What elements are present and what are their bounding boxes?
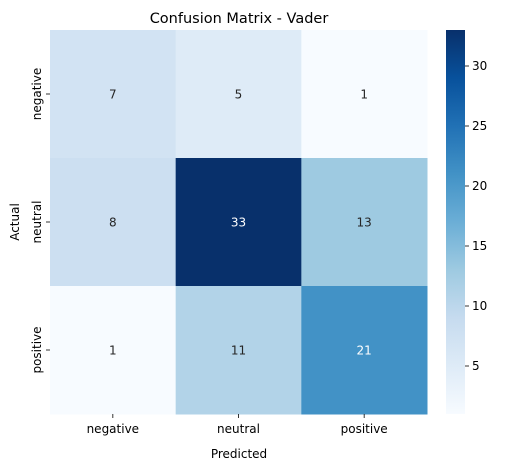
y-tick-label: positive [30, 326, 44, 373]
x-axis-ticks: negative neutral positive [87, 414, 388, 436]
cell-value-label: 8 [109, 216, 117, 230]
x-axis-label: Predicted [211, 447, 267, 461]
colorbar-tick-label: 10 [472, 299, 487, 313]
cell-value-label: 13 [357, 216, 372, 230]
cell-value-label: 33 [231, 216, 246, 230]
colorbar-tick-label: 5 [472, 359, 480, 373]
cell-value-label: 1 [360, 88, 368, 102]
y-tick-label: negative [30, 68, 44, 120]
heatmap-cell [50, 30, 177, 159]
heatmap-cell [301, 158, 428, 287]
y-axis-label: Actual [8, 203, 22, 241]
heatmap-cell [50, 158, 177, 287]
heatmap-cell [50, 286, 177, 415]
colorbar [446, 30, 465, 414]
heatmap-cell [301, 30, 428, 159]
heatmap-cell [175, 158, 302, 287]
colorbar-ticks: 5 10 15 20 25 30 [465, 59, 487, 373]
heatmap-cell-labels: 7 5 18 33 131 11 21 [109, 88, 372, 358]
colorbar-tick-label: 20 [472, 179, 487, 193]
cell-value-label: 5 [235, 88, 243, 102]
y-axis-ticks: negative neutral positive [30, 68, 50, 374]
heatmap-cell [175, 286, 302, 415]
colorbar-tick-label: 15 [472, 239, 487, 253]
heatmap-cell [301, 286, 428, 415]
colorbar-tick-label: 30 [472, 59, 487, 73]
chart-title: Confusion Matrix - Vader [150, 11, 329, 27]
cell-value-label: 11 [231, 344, 246, 358]
x-tick-label: negative [87, 422, 139, 436]
heatmap-cell [175, 30, 302, 159]
colorbar-tick-label: 25 [472, 119, 487, 133]
heatmap-cells [50, 30, 428, 415]
x-tick-label: neutral [217, 422, 260, 436]
y-tick-label: neutral [30, 201, 44, 244]
cell-value-label: 7 [109, 88, 117, 102]
cell-value-label: 21 [357, 344, 372, 358]
x-tick-label: positive [341, 422, 388, 436]
cell-value-label: 1 [109, 344, 117, 358]
